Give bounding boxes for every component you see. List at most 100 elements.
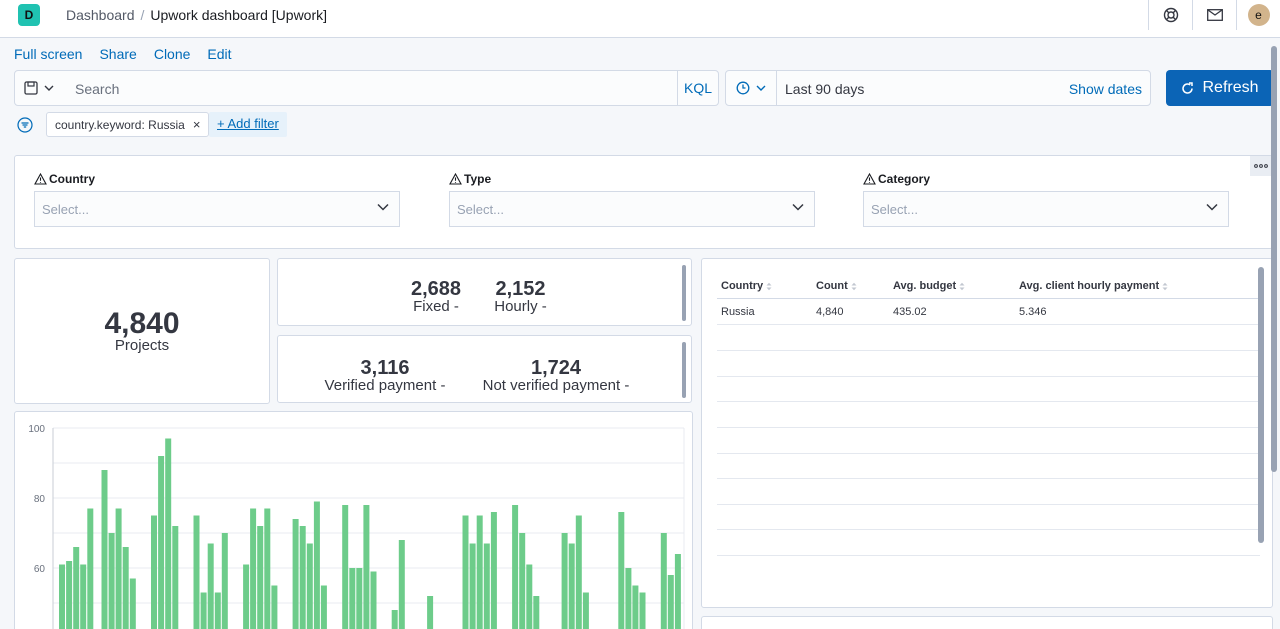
column-header-avg-hourly[interactable]: Avg. client hourly payment (1019, 280, 1168, 292)
show-dates-link[interactable]: Show dates (1068, 81, 1142, 97)
chart-bar[interactable] (398, 540, 405, 629)
help-icon[interactable] (1148, 0, 1192, 30)
edit-link[interactable]: Edit (207, 46, 232, 62)
hourly-count: 2,152 (495, 278, 546, 300)
chart-bar[interactable] (299, 526, 306, 629)
chart-bar[interactable] (200, 592, 207, 629)
chart-bar[interactable] (363, 505, 370, 629)
column-header-country[interactable]: Country (721, 280, 772, 292)
chart-bar[interactable] (632, 585, 639, 629)
chart-bar[interactable] (66, 561, 73, 629)
chart-bar[interactable] (526, 564, 533, 629)
avatar[interactable]: e (1247, 4, 1270, 26)
chart-bar[interactable] (172, 526, 179, 629)
chart-bar[interactable] (476, 515, 483, 629)
chart-bar[interactable] (80, 564, 87, 629)
full-screen-link[interactable]: Full screen (14, 46, 83, 62)
chart-bar[interactable] (108, 533, 115, 629)
chart-bar[interactable] (462, 515, 469, 629)
chart-bar[interactable] (129, 578, 136, 629)
chart-bar[interactable] (674, 554, 681, 629)
category-select[interactable]: Select... (863, 191, 1229, 227)
chart-bar[interactable] (207, 543, 214, 629)
chart-bar[interactable] (391, 610, 398, 629)
bar-chart: 100 80 60 (28, 424, 685, 629)
search-input[interactable]: Search (63, 70, 678, 106)
query-language-button[interactable]: KQL (677, 70, 719, 106)
user-menu[interactable]: e (1236, 0, 1280, 30)
row-divider (717, 376, 1260, 377)
chart-bar[interactable] (342, 505, 349, 629)
chart-bar[interactable] (512, 505, 519, 629)
column-header-label: Count (816, 280, 848, 292)
chart-bar[interactable] (101, 470, 108, 629)
chart-bar[interactable] (519, 533, 526, 629)
app-badge-icon[interactable]: D (18, 4, 40, 26)
chart-bar[interactable] (122, 547, 129, 629)
mail-icon[interactable] (1192, 0, 1236, 30)
chart-bar[interactable] (370, 571, 377, 629)
chart-bar[interactable] (618, 512, 625, 629)
column-header-avg-budget[interactable]: Avg. budget (893, 280, 965, 292)
saved-query-button[interactable] (14, 70, 64, 106)
refresh-button[interactable]: Refresh (1166, 70, 1274, 106)
quick-time-menu-button[interactable] (725, 70, 777, 106)
panel-scrollbar[interactable] (682, 342, 686, 398)
panel-scrollbar[interactable] (682, 265, 686, 321)
chart-bar[interactable] (639, 592, 646, 629)
chart-bar[interactable] (214, 592, 221, 629)
panel-options-button[interactable] (1250, 156, 1272, 176)
chart-bar[interactable] (221, 533, 228, 629)
column-header-count[interactable]: Count (816, 280, 857, 292)
chart-bar[interactable] (313, 501, 320, 629)
chart-bar[interactable] (582, 592, 589, 629)
chart-bar[interactable] (320, 585, 327, 629)
time-range-display[interactable]: Last 90 days Show dates (776, 70, 1151, 106)
chart-bar[interactable] (243, 564, 250, 629)
chart-bar[interactable] (561, 533, 568, 629)
chart-bar[interactable] (59, 564, 65, 629)
chart-bar[interactable] (193, 515, 200, 629)
chart-bar[interactable] (667, 575, 674, 629)
chart-bar[interactable] (568, 543, 575, 629)
row-divider (717, 504, 1260, 505)
page-title: Upwork dashboard [Upwork] (150, 7, 328, 23)
breadcrumb-dashboard[interactable]: Dashboard (66, 7, 135, 23)
remove-filter-icon[interactable]: × (192, 117, 201, 132)
filter-pill[interactable]: country.keyword: Russia × (46, 112, 210, 137)
chart-bar[interactable] (356, 568, 363, 629)
chart-bar[interactable] (250, 508, 257, 629)
bar-chart-panel: 100 80 60 (14, 411, 693, 629)
clone-link[interactable]: Clone (153, 46, 191, 62)
chevron-down-icon (792, 203, 804, 211)
chart-bar[interactable] (427, 596, 434, 629)
chart-bar[interactable] (271, 585, 278, 629)
chart-bar[interactable] (158, 456, 165, 629)
chart-bar[interactable] (625, 568, 632, 629)
chart-bar[interactable] (575, 515, 582, 629)
chart-bar[interactable] (483, 543, 490, 629)
row-divider (717, 529, 1260, 530)
page-scrollbar[interactable] (1271, 46, 1277, 472)
row-divider (717, 324, 1260, 325)
chart-bar[interactable] (264, 508, 271, 629)
chart-bar[interactable] (349, 568, 356, 629)
chart-bar[interactable] (533, 596, 540, 629)
share-link[interactable]: Share (99, 46, 137, 62)
chart-bar[interactable] (306, 543, 313, 629)
table-scrollbar[interactable] (1258, 267, 1264, 543)
chart-bar[interactable] (87, 508, 94, 629)
chart-bar[interactable] (257, 526, 264, 629)
chart-bar[interactable] (115, 508, 122, 629)
type-select[interactable]: Select... (449, 191, 815, 227)
add-filter-button[interactable]: + Add filter (209, 112, 287, 137)
chart-bar[interactable] (151, 515, 157, 629)
chart-bar[interactable] (660, 533, 667, 629)
chart-bar[interactable] (490, 512, 497, 629)
chart-bar[interactable] (469, 543, 476, 629)
country-select[interactable]: Select... (34, 191, 400, 227)
chart-bar[interactable] (165, 438, 172, 629)
chart-bar[interactable] (73, 547, 80, 629)
chart-bar[interactable] (292, 519, 299, 629)
filter-options-icon[interactable] (17, 117, 33, 133)
